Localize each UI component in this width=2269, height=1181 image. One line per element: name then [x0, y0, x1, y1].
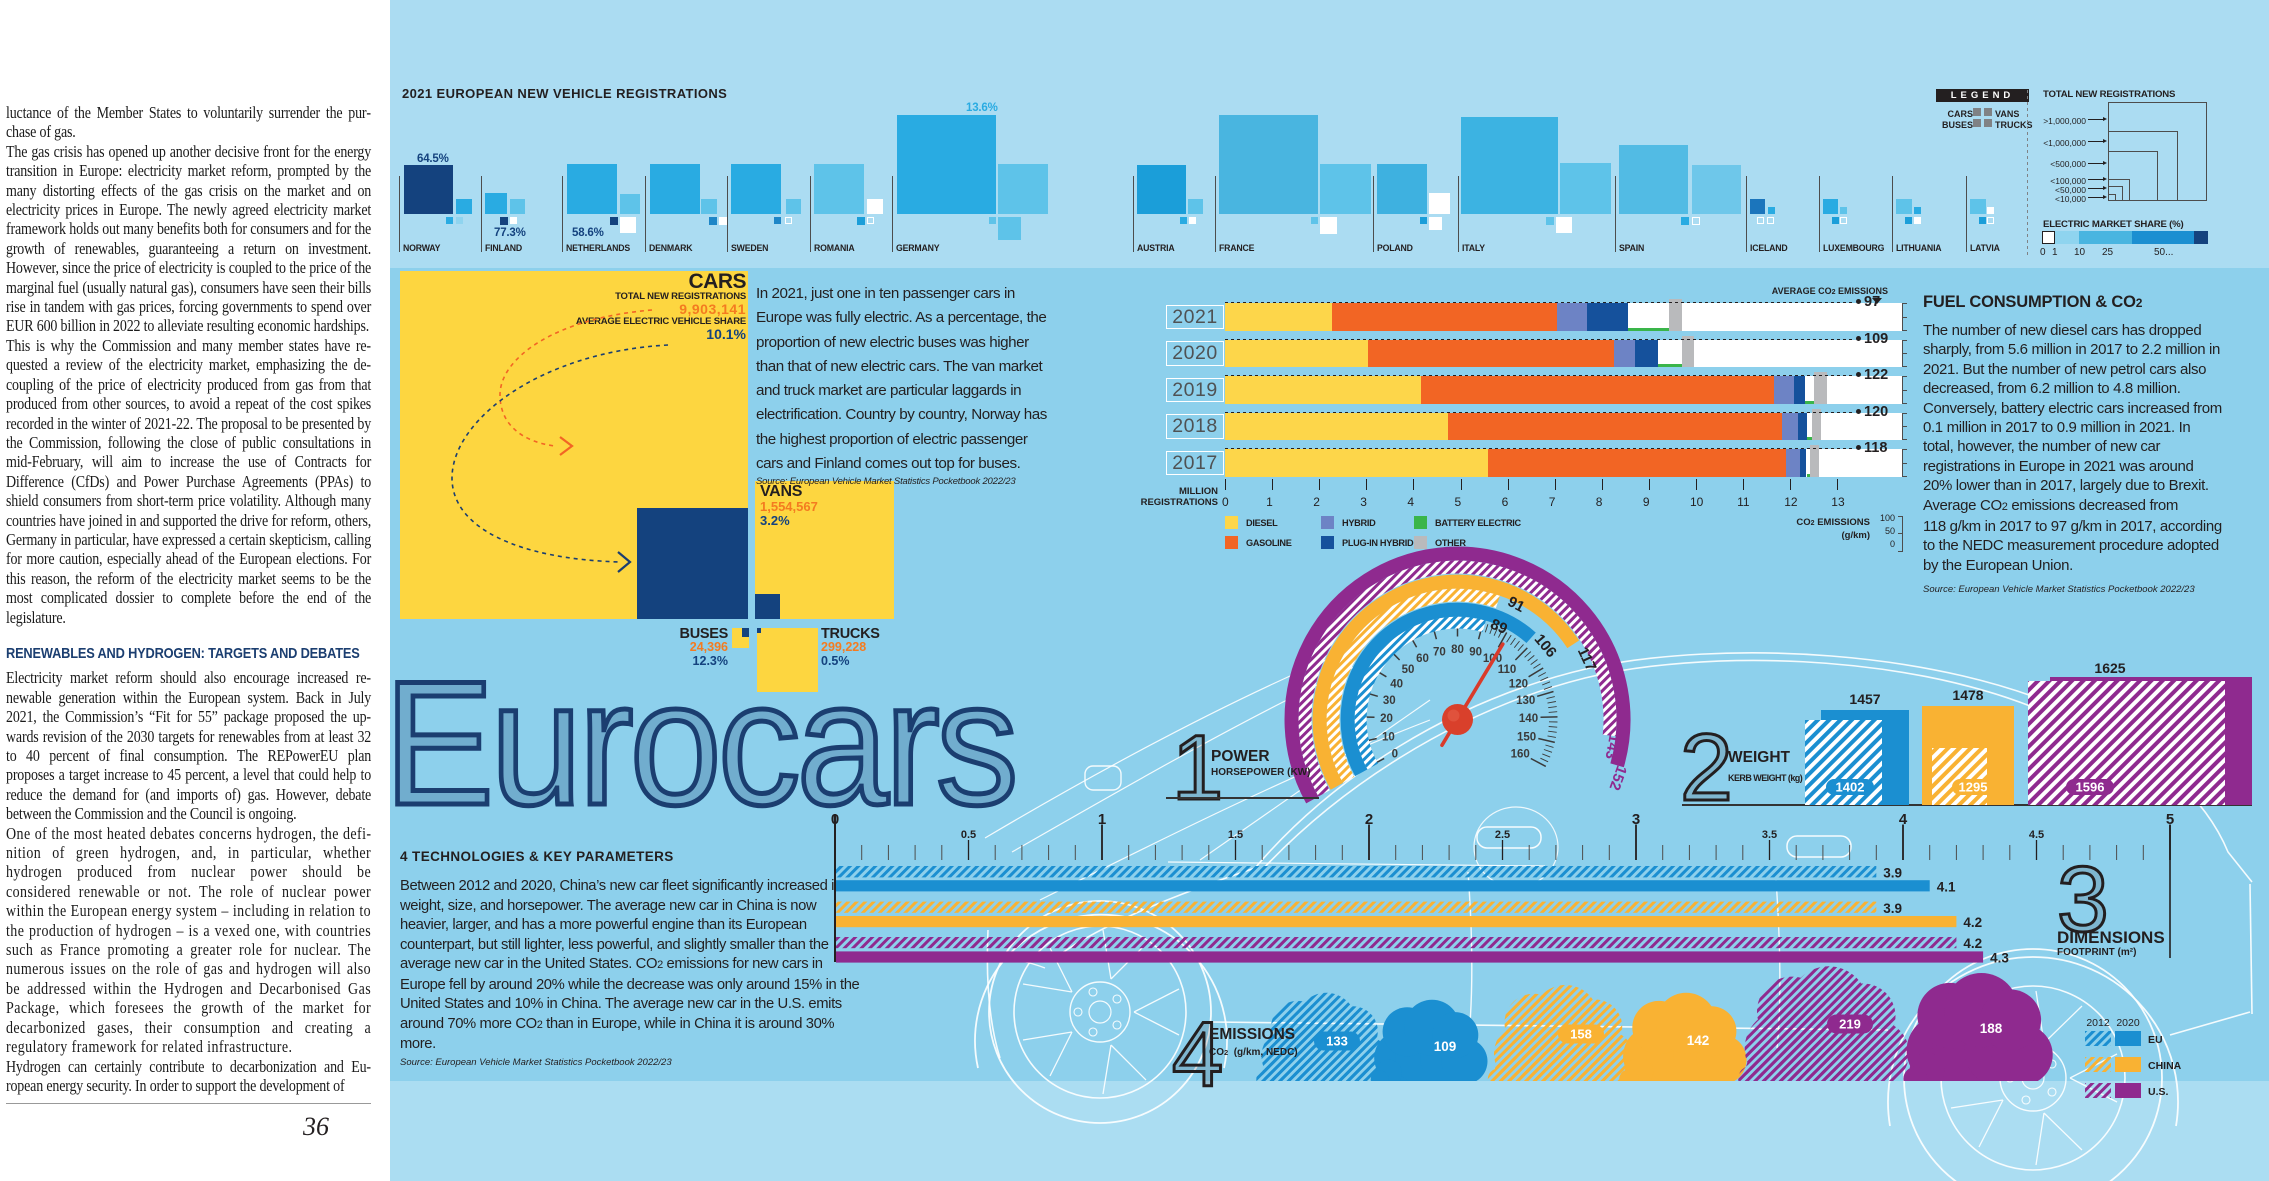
svg-text:110: 110 [1498, 664, 1517, 676]
svg-text:3.9: 3.9 [1883, 901, 1902, 916]
svg-text:60: 60 [1416, 653, 1429, 665]
svg-text:1625: 1625 [2094, 660, 2125, 676]
svg-text:50: 50 [1402, 664, 1415, 676]
svg-text:133: 133 [1326, 1034, 1348, 1049]
svg-text:1295: 1295 [1959, 780, 1988, 795]
svg-text:4.2: 4.2 [1963, 936, 1982, 951]
svg-text:3.9: 3.9 [1883, 865, 1902, 880]
svg-text:1: 1 [1098, 811, 1106, 828]
svg-text:U.S.: U.S. [2148, 1086, 2169, 1098]
svg-text:0: 0 [1392, 748, 1398, 760]
svg-text:30: 30 [1383, 695, 1396, 707]
svg-text:1.5: 1.5 [1228, 829, 1243, 841]
svg-text:1457: 1457 [1849, 691, 1880, 707]
svg-text:1596: 1596 [2076, 780, 2105, 795]
svg-text:152: 152 [1605, 763, 1630, 792]
svg-text:80: 80 [1451, 644, 1464, 656]
svg-text:188: 188 [1980, 1021, 2003, 1036]
svg-text:2: 2 [1365, 811, 1373, 828]
svg-text:EU: EU [2148, 1034, 2163, 1046]
svg-text:150: 150 [1517, 731, 1536, 743]
svg-text:4.2: 4.2 [1963, 915, 1982, 930]
svg-text:140: 140 [1519, 713, 1538, 725]
svg-text:4: 4 [1899, 811, 1908, 828]
svg-text:91: 91 [1505, 593, 1528, 616]
svg-text:109: 109 [1434, 1039, 1457, 1054]
svg-text:142: 142 [1687, 1033, 1710, 1048]
svg-text:160: 160 [1511, 748, 1530, 760]
svg-text:2.5: 2.5 [1495, 829, 1510, 841]
svg-text:10: 10 [1382, 731, 1395, 743]
svg-text:130: 130 [1516, 695, 1535, 707]
svg-text:120: 120 [1509, 678, 1528, 690]
svg-text:20: 20 [1380, 713, 1393, 725]
svg-text:70: 70 [1433, 646, 1446, 658]
svg-text:5: 5 [2166, 811, 2174, 828]
svg-text:158: 158 [1570, 1027, 1592, 1042]
svg-text:89: 89 [1488, 616, 1510, 638]
svg-text:40: 40 [1390, 678, 1403, 690]
svg-text:106: 106 [1531, 631, 1560, 661]
svg-text:3: 3 [1632, 811, 1640, 828]
svg-text:1402: 1402 [1836, 780, 1865, 795]
svg-text:4.1: 4.1 [1937, 879, 1956, 894]
svg-text:143: 143 [1602, 733, 1623, 761]
svg-text:2012: 2012 [2086, 1017, 2110, 1029]
svg-text:4.5: 4.5 [2029, 829, 2044, 841]
svg-text:4.3: 4.3 [1990, 951, 2009, 966]
svg-text:1478: 1478 [1952, 687, 1983, 703]
svg-text:219: 219 [1839, 1017, 1861, 1032]
svg-text:90: 90 [1469, 646, 1482, 658]
svg-text:0.5: 0.5 [961, 829, 976, 841]
svg-text:3.5: 3.5 [1762, 829, 1777, 841]
svg-text:2020: 2020 [2116, 1017, 2140, 1029]
svg-text:CHINA: CHINA [2148, 1060, 2182, 1072]
